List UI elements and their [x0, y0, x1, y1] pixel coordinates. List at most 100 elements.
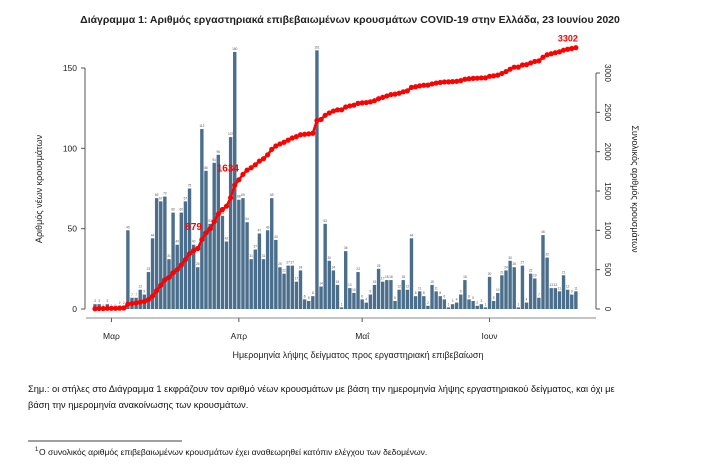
bar-value-label: 5	[493, 296, 495, 300]
bar-value-label: 91	[212, 158, 216, 162]
bar	[220, 215, 225, 309]
cumulative-point	[248, 165, 254, 171]
cumulative-point	[289, 135, 295, 141]
bar-value-label: 23	[356, 267, 360, 271]
x-axis: Μαρ Απρ Μαΐ Ιουν	[86, 317, 596, 341]
bar	[479, 304, 484, 309]
bar-value-label: 43	[274, 235, 278, 239]
bar-value-label: 5	[308, 296, 310, 300]
bar	[360, 299, 364, 309]
bar-value-label: 21	[500, 270, 504, 274]
bar	[298, 270, 303, 309]
bar	[537, 297, 541, 309]
bar-value-label: 75	[188, 184, 192, 188]
bar-value-label: 40	[192, 240, 196, 244]
bar	[138, 289, 142, 309]
bar	[245, 222, 249, 309]
bar-value-label: 160	[232, 47, 238, 51]
cumulative-point	[326, 110, 332, 116]
bar	[331, 270, 336, 309]
bar-value-label: 13	[549, 283, 553, 287]
bar	[253, 249, 257, 309]
bar-value-label: 3	[452, 299, 454, 303]
bar-value-label: 5	[394, 296, 396, 300]
cumulative-point	[199, 237, 205, 243]
cumulative-point	[228, 195, 234, 201]
cumulative-point	[314, 117, 320, 124]
bar	[212, 162, 216, 309]
bar-value-label: 1	[485, 302, 487, 306]
cumulative-point	[306, 131, 312, 137]
bar	[278, 267, 282, 309]
bar	[307, 300, 311, 309]
cumulative-point	[129, 300, 135, 307]
bar-value-label: 13	[348, 283, 352, 287]
bar	[352, 292, 356, 309]
cumulative-point	[154, 288, 160, 294]
cumulative-point	[281, 139, 287, 145]
bar-value-label: 11	[434, 286, 438, 290]
bar-value-label: 11	[558, 286, 562, 290]
bar-value-label: 47	[258, 228, 262, 232]
y2-tick-label: 500	[603, 263, 612, 277]
cumulative-point	[100, 305, 106, 312]
bar-value-label: 23	[147, 267, 151, 271]
cumulative-point	[347, 103, 353, 109]
cumulative-point	[528, 60, 534, 66]
cumulative-point	[548, 51, 554, 57]
cumulative-point	[408, 84, 415, 90]
bar-value-label: 112	[199, 124, 204, 128]
bar-value-label: 18	[385, 275, 389, 279]
bar-value-label: 7	[538, 293, 540, 297]
cumulative-point	[519, 62, 526, 68]
bar	[389, 280, 393, 309]
bar-value-label: 107	[228, 132, 234, 136]
cumulative-point	[178, 262, 184, 268]
bar-value-label: 21	[562, 270, 566, 274]
bar	[167, 259, 171, 309]
cumulative-point	[445, 79, 452, 85]
cumulative-point	[334, 107, 341, 113]
cumulative-point	[384, 93, 390, 99]
bar-value-label: 15	[336, 280, 340, 284]
bar	[426, 305, 430, 309]
cumulative-point	[371, 98, 378, 104]
cumulative-point	[343, 104, 349, 110]
cumulative-annotation: 879	[185, 222, 202, 233]
bar	[397, 289, 401, 309]
bar-value-label: 11	[574, 286, 578, 290]
bar-value-label: 30	[508, 256, 512, 260]
cumulative-point	[523, 62, 530, 68]
cumulative-point	[437, 79, 443, 86]
cumulative-point	[121, 305, 127, 311]
cumulative-point	[486, 73, 493, 79]
cumulative-point	[491, 73, 497, 79]
bar	[319, 286, 323, 309]
bar	[405, 289, 410, 309]
cumulative-point	[367, 99, 373, 105]
bar	[459, 294, 463, 309]
cumulative-point	[363, 99, 369, 106]
bar-value-label: 19	[533, 273, 537, 277]
cumulative-point	[232, 182, 238, 188]
bar-value-label: 27	[521, 261, 525, 265]
cumulative-point	[454, 78, 460, 84]
bar	[512, 267, 516, 309]
bar-value-label: 67	[184, 196, 188, 200]
bar-value-label: 4	[456, 298, 458, 302]
bar	[471, 300, 475, 309]
bar	[409, 238, 414, 309]
bar-value-label: 9	[143, 290, 145, 294]
bar	[496, 292, 500, 309]
bar	[413, 296, 418, 309]
bar	[454, 302, 459, 309]
bar-value-label: 22	[282, 269, 286, 273]
bar	[450, 304, 455, 309]
bar	[570, 294, 574, 309]
cumulative-point	[117, 305, 123, 311]
bar	[196, 267, 200, 309]
cumulative-point	[536, 58, 542, 64]
bar-value-label: 4	[526, 298, 528, 302]
footnote-mark: 1	[35, 447, 39, 453]
bar	[561, 275, 566, 309]
